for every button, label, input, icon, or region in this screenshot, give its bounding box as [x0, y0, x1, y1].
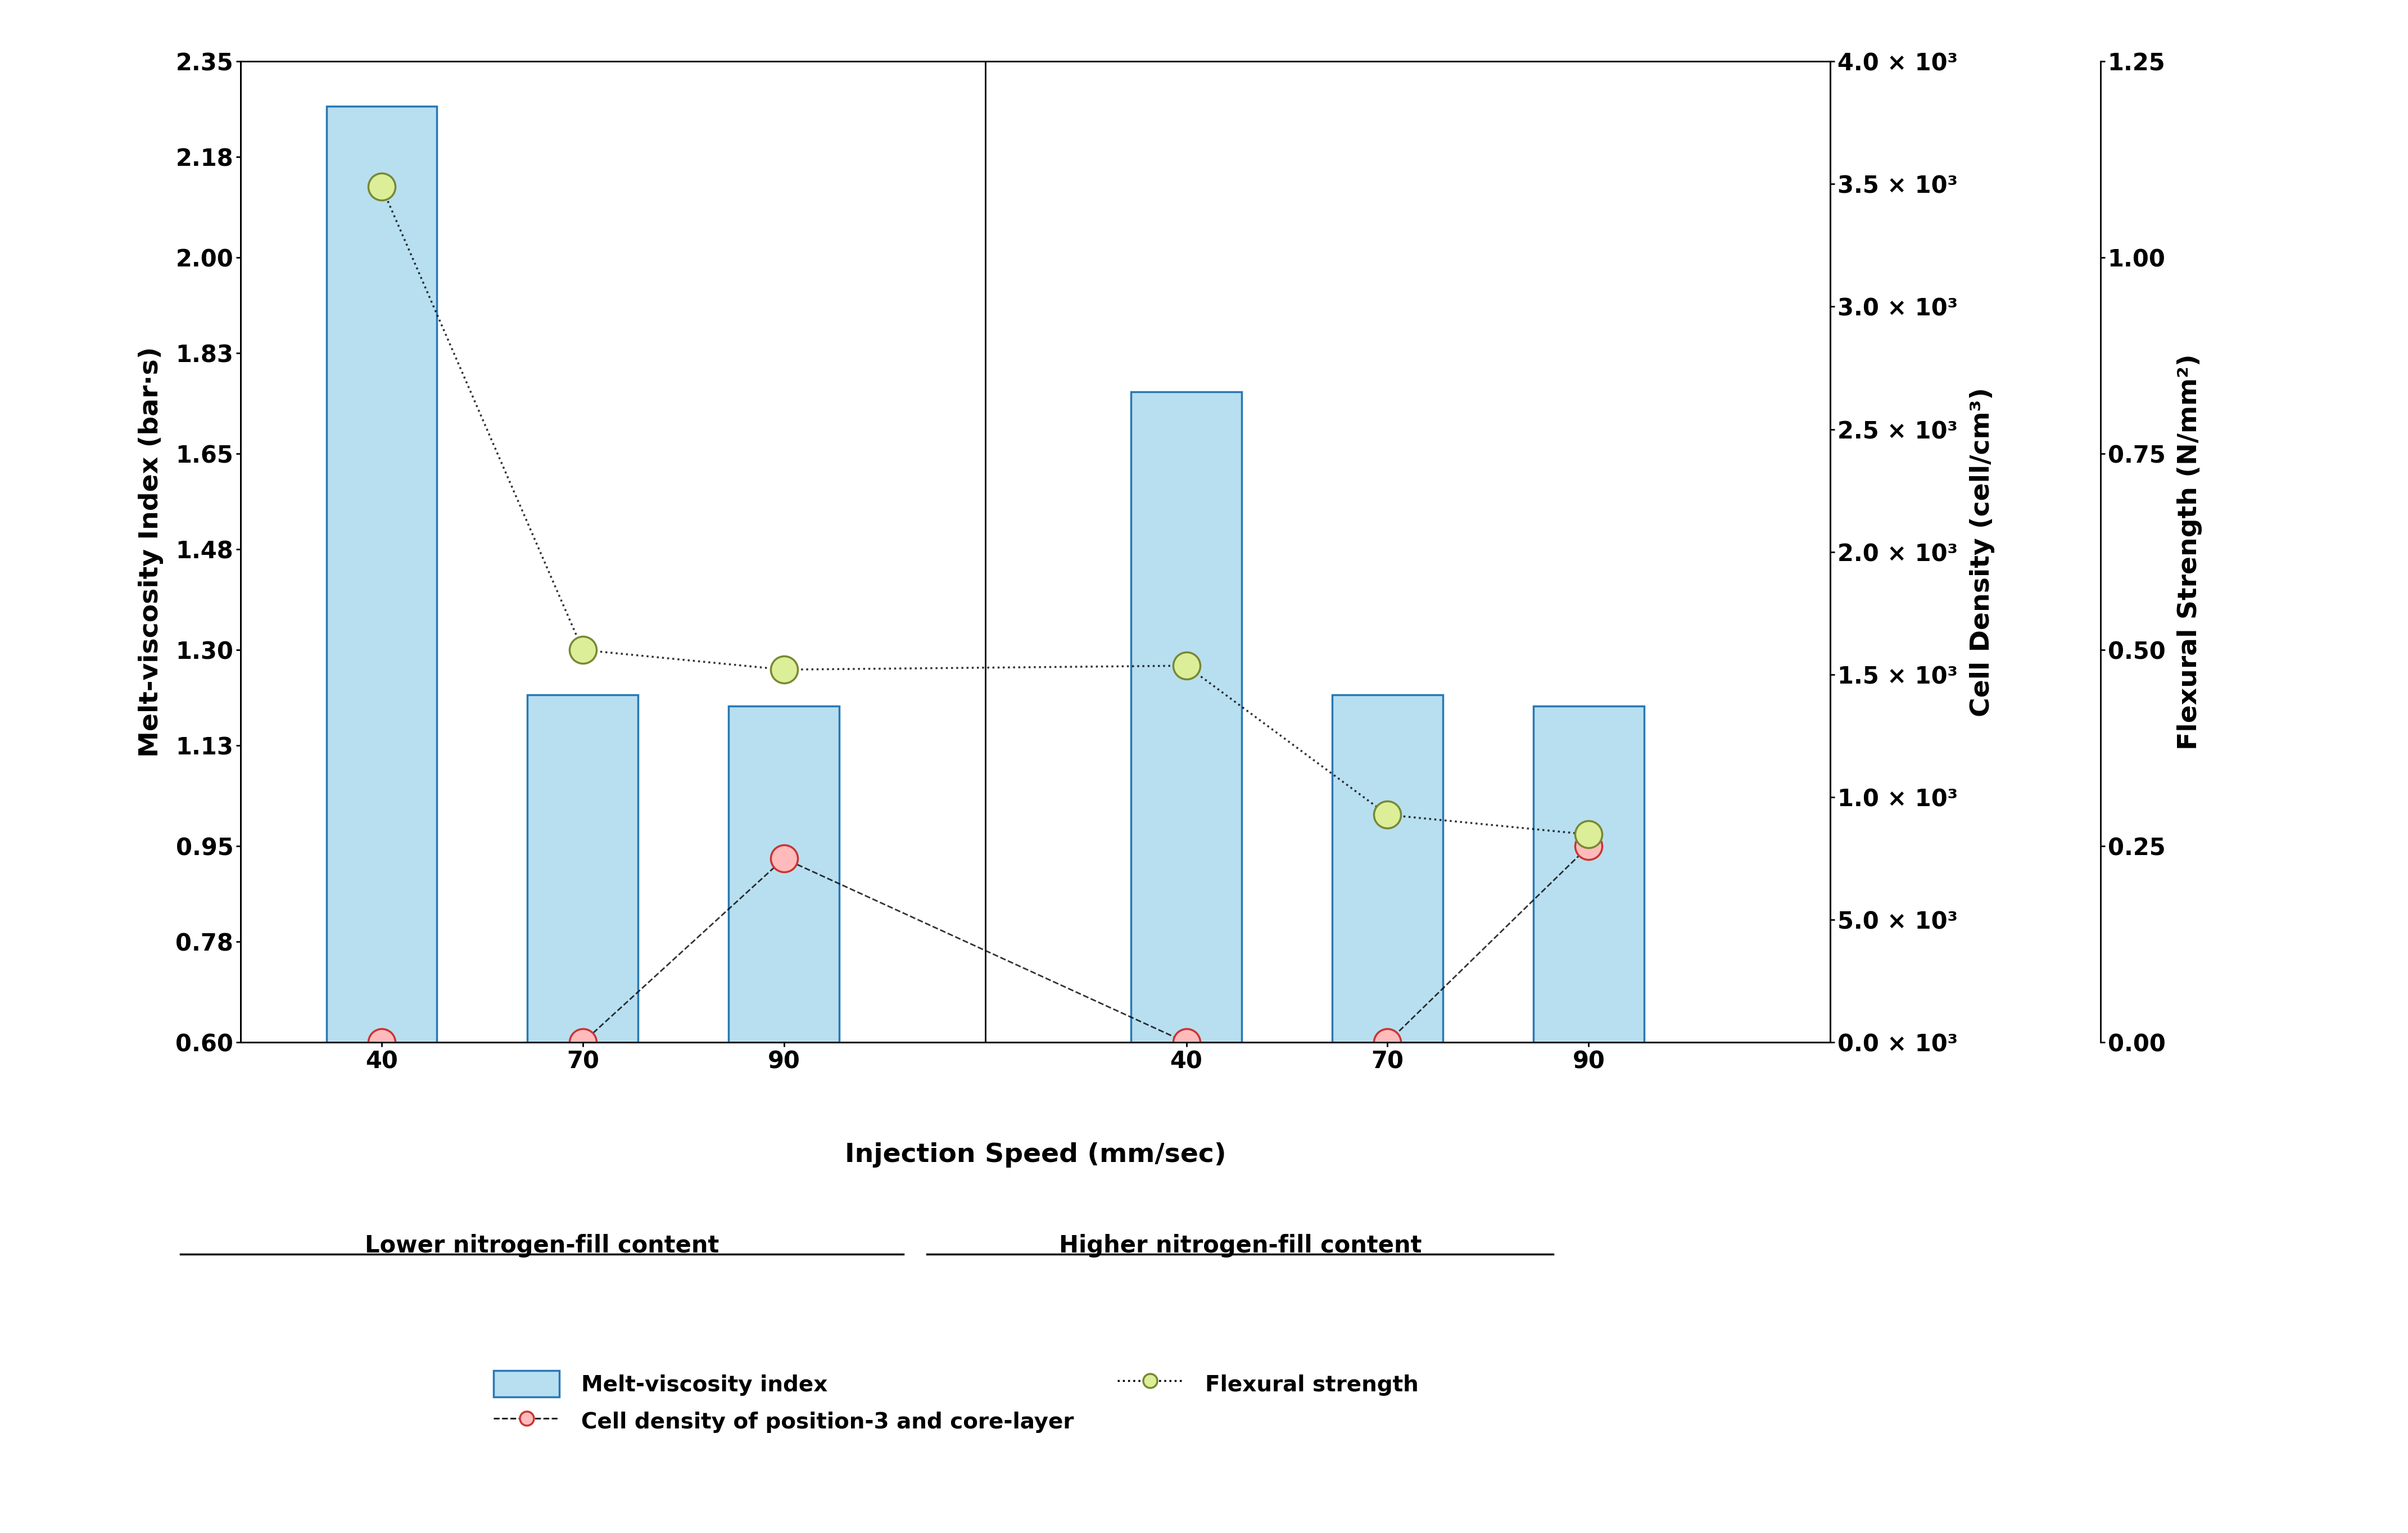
- Y-axis label: Cell Density (cell/cm³): Cell Density (cell/cm³): [1970, 388, 1994, 716]
- Point: [1168, 1030, 1206, 1055]
- Point: [563, 1030, 602, 1055]
- Point: [1570, 822, 1609, 846]
- Bar: [1534, 707, 1645, 1378]
- Y-axis label: Flexural Strength (N/mm²): Flexural Strength (N/mm²): [2177, 354, 2203, 750]
- Point: [361, 1030, 400, 1055]
- Bar: [1332, 694, 1442, 1378]
- Point: [1168, 653, 1206, 678]
- Point: [766, 846, 804, 871]
- Y-axis label: Melt-viscosity Index (bar·s): Melt-viscosity Index (bar·s): [140, 346, 164, 757]
- Point: [563, 638, 602, 662]
- Legend: Melt-viscosity index, Cell density of position-3 and core-layer, Flexural streng: Melt-viscosity index, Cell density of po…: [484, 1361, 1428, 1444]
- Point: [1368, 803, 1406, 828]
- Text: Lower nitrogen-fill content: Lower nitrogen-fill content: [364, 1234, 720, 1257]
- Bar: [1132, 392, 1243, 1378]
- Bar: [527, 694, 638, 1378]
- Point: [1570, 834, 1609, 858]
- Point: [361, 175, 400, 199]
- Text: Injection Speed (mm/sec): Injection Speed (mm/sec): [845, 1142, 1226, 1168]
- Text: Higher nitrogen-fill content: Higher nitrogen-fill content: [1060, 1234, 1421, 1257]
- Point: [1368, 1030, 1406, 1055]
- Bar: [327, 106, 436, 1378]
- Point: [766, 658, 804, 682]
- Bar: [730, 707, 840, 1378]
